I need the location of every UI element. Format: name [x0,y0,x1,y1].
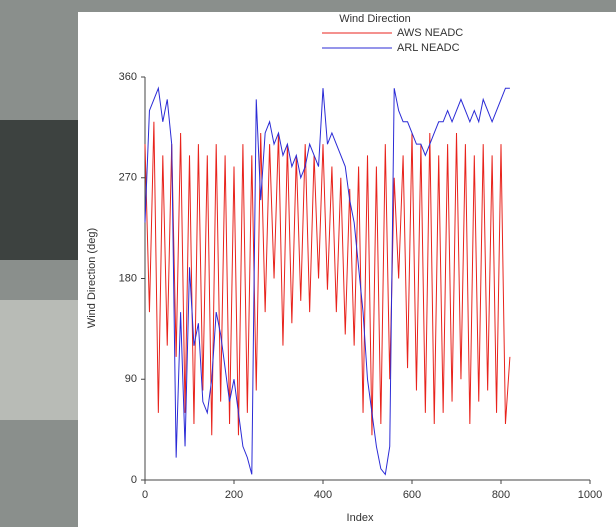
legend-label: AWS NEADC [397,27,463,39]
y-tick-label: 0 [131,474,137,486]
data-line [144,121,511,436]
y-axis-label: Wind Direction (deg) [86,228,98,328]
y-tick-label: 180 [119,272,137,284]
x-axis-label: Index [347,512,374,524]
background-photo [0,300,78,420]
y-tick-label: 360 [119,71,137,83]
x-tick-label: 800 [492,489,510,501]
y-tick-label: 270 [119,172,137,184]
x-tick-label: 600 [403,489,421,501]
x-tick-label: 400 [314,489,332,501]
data-line [144,86,510,476]
x-tick-label: 0 [142,489,148,501]
legend-label: ARL NEADC [397,42,460,54]
background-photo [0,120,78,260]
y-tick-label: 90 [125,373,137,385]
x-tick-label: 200 [225,489,243,501]
x-tick-label: 1000 [578,489,602,501]
chart-title: Wind Direction [339,13,411,25]
